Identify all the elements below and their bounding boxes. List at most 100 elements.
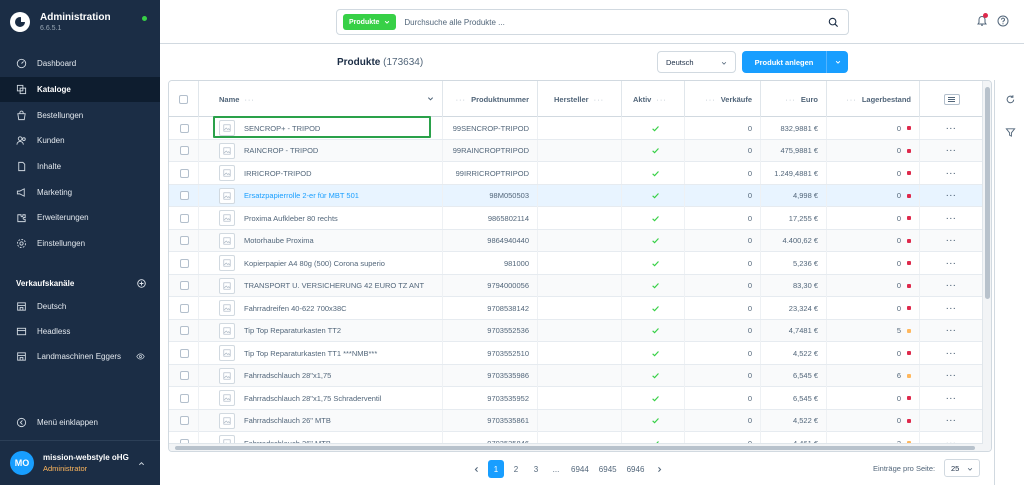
table-row[interactable]: Motorhaube Proxima 9864940440 0 4.400,62 € 0…	[169, 229, 983, 252]
table-row[interactable]: Tip Top Reparaturkasten TT2 9703552536 0 4,…	[169, 319, 983, 342]
row-checkbox[interactable]	[180, 303, 189, 313]
row-context-menu-icon[interactable]: ···	[946, 416, 957, 425]
product-name-link[interactable]: Fahrradschlauch 26" MTB	[244, 416, 331, 425]
page-button[interactable]: 3	[533, 464, 539, 474]
row-checkbox[interactable]	[180, 213, 189, 223]
column-menu-icon[interactable]: ···	[656, 94, 667, 104]
row-checkbox[interactable]	[180, 393, 189, 403]
eye-icon[interactable]	[136, 352, 145, 361]
row-context-menu-icon[interactable]: ···	[946, 191, 957, 200]
column-header-manufacturer[interactable]: Hersteller ···	[538, 81, 622, 117]
sidebar-item-kunden[interactable]: Kunden	[0, 128, 160, 154]
table-row[interactable]: IRRICROP-TRIPOD 99IRRICROPTRIPOD 0 1.249,48…	[169, 162, 983, 185]
page-button[interactable]: 6946	[626, 464, 645, 474]
table-row[interactable]: RAINCROP - TRIPOD 99RAINCROPTRIPOD 0 475,98…	[169, 139, 983, 162]
column-menu-icon[interactable]: ···	[705, 94, 716, 104]
row-checkbox[interactable]	[180, 258, 189, 268]
product-name-link[interactable]: Ersatzpapierrolle 2-er für MBT 501	[244, 191, 359, 200]
product-name-link[interactable]: Proxima Aufkleber 80 rechts	[244, 213, 338, 223]
row-checkbox[interactable]	[180, 416, 189, 425]
row-checkbox[interactable]	[180, 326, 189, 335]
product-name-link[interactable]: RAINCROP - TRIPOD	[244, 146, 319, 155]
table-row[interactable]: Proxima Aufkleber 80 rechts 9865802114 0 17…	[169, 207, 983, 230]
row-context-menu-icon[interactable]: ···	[946, 303, 957, 313]
collapse-menu-button[interactable]: Menü einklappen	[16, 417, 98, 428]
table-row[interactable]: Fahrradschlauch 26" MTB 9703535861 0 4,522 …	[169, 409, 983, 432]
column-header-product-number[interactable]: ··· Produktnummer	[443, 81, 538, 117]
search-input[interactable]	[404, 17, 785, 27]
row-context-menu-icon[interactable]: ···	[946, 236, 957, 245]
column-menu-icon[interactable]: ···	[846, 94, 857, 104]
table-row[interactable]: Tip Top Reparaturkasten TT1 ***NMB*** 970…	[169, 342, 983, 365]
search-type-select[interactable]: Produkte	[343, 14, 397, 30]
sales-channel-item[interactable]: Headless	[0, 319, 160, 344]
sort-desc-icon[interactable]	[427, 95, 434, 102]
table-row[interactable]: Fahrradschlauch 28"x1,75 Schraderventil 9…	[169, 387, 983, 410]
search-icon[interactable]	[828, 17, 839, 28]
product-name-link[interactable]: Kopierpapier A4 80g (500) Corona superio	[244, 258, 385, 268]
table-row[interactable]: TRANSPORT U. VERSICHERUNG 42 EURO TZ ANT…	[169, 274, 983, 297]
row-context-menu-icon[interactable]: ···	[946, 146, 957, 155]
product-name-link[interactable]: Tip Top Reparaturkasten TT2	[244, 326, 341, 335]
page-button[interactable]: 6945	[598, 464, 617, 474]
language-switch[interactable]: Deutsch	[657, 51, 736, 73]
row-context-menu-icon[interactable]: ···	[946, 258, 957, 268]
create-product-split-button[interactable]	[826, 51, 848, 73]
sidebar-item-inhalte[interactable]: Inhalte	[0, 154, 160, 180]
page-button[interactable]: 6944	[571, 464, 589, 474]
column-menu-icon[interactable]: ···	[455, 94, 467, 104]
refresh-icon[interactable]	[1005, 94, 1016, 105]
product-name-link[interactable]: TRANSPORT U. VERSICHERUNG 42 EURO TZ ANT	[244, 281, 425, 290]
sales-channel-item[interactable]: Landmaschinen Eggers	[0, 344, 160, 369]
next-page-button[interactable]	[651, 460, 667, 478]
horizontal-scrollbar[interactable]	[169, 443, 983, 451]
select-all-checkbox[interactable]	[179, 94, 188, 104]
product-name-link[interactable]: Motorhaube Proxima	[244, 236, 314, 245]
page-button[interactable]: 2	[513, 464, 519, 474]
user-menu[interactable]: MO mission-webstyle oHG Administrator	[0, 440, 160, 485]
column-header-stock[interactable]: ··· Lagerbestand	[827, 81, 920, 117]
product-name-link[interactable]: Tip Top Reparaturkasten TT1 ***NMB***	[244, 348, 378, 358]
help-icon[interactable]	[997, 15, 1009, 27]
filter-icon[interactable]	[1005, 127, 1016, 138]
product-name-link[interactable]: Fahrradschlauch 28"x1,75 Schraderventil	[244, 393, 382, 403]
sales-channel-item[interactable]: Deutsch	[0, 294, 160, 319]
column-menu-icon[interactable]: ···	[593, 94, 605, 104]
product-name-link[interactable]: IRRICROP-TRIPOD	[244, 168, 312, 178]
row-context-menu-icon[interactable]: ···	[946, 393, 957, 403]
product-name-link[interactable]: SENCROP+ - TRIPOD	[244, 123, 321, 133]
per-page-select[interactable]: 25	[944, 459, 980, 477]
row-context-menu-icon[interactable]: ···	[946, 348, 957, 358]
page-button[interactable]: 1	[488, 460, 504, 478]
column-menu-icon[interactable]: ···	[785, 94, 796, 104]
add-sales-channel-icon[interactable]	[137, 279, 146, 288]
sidebar-item-marketing[interactable]: Marketing	[0, 179, 160, 205]
row-checkbox[interactable]	[180, 371, 189, 380]
sidebar-item-bestellungen[interactable]: Bestellungen	[0, 102, 160, 128]
table-row[interactable]: Ersatzpapierrolle 2-er für MBT 501 98M050…	[169, 184, 983, 207]
sidebar-item-erweiterungen[interactable]: Erweiterungen	[0, 205, 160, 231]
row-context-menu-icon[interactable]: ···	[946, 326, 957, 335]
row-checkbox[interactable]	[180, 123, 189, 133]
column-header-sales[interactable]: ··· Verkäufe	[685, 81, 761, 117]
table-row[interactable]: Fahrradschlauch 28"x1,75 9703535986 0 6,545…	[169, 364, 983, 387]
table-row[interactable]: Fahrradreifen 40-622 700x38C 9708538142 0 2…	[169, 297, 983, 320]
column-header-active[interactable]: Aktiv ···	[622, 81, 685, 117]
row-checkbox[interactable]	[180, 146, 189, 155]
column-header-name[interactable]: Name ···	[199, 81, 443, 117]
row-context-menu-icon[interactable]: ···	[946, 281, 957, 290]
create-product-button[interactable]: Produkt anlegen	[742, 51, 848, 73]
product-name-link[interactable]: Fahrradschlauch 28"x1,75	[244, 371, 332, 380]
table-row[interactable]: Kopierpapier A4 80g (500) Corona superio…	[169, 252, 983, 275]
row-checkbox[interactable]	[180, 168, 189, 178]
sidebar-item-dashboard[interactable]: Dashboard	[0, 51, 160, 77]
sidebar-item-einstellungen[interactable]: Einstellungen	[0, 231, 160, 257]
sidebar-item-kataloge[interactable]: Kataloge	[0, 76, 160, 103]
row-checkbox[interactable]	[180, 236, 189, 245]
row-checkbox[interactable]	[180, 191, 189, 200]
row-context-menu-icon[interactable]: ···	[946, 123, 957, 133]
row-context-menu-icon[interactable]: ···	[946, 371, 957, 380]
brand[interactable]: Administration 6.6.5.1	[10, 12, 111, 32]
table-row[interactable]: SENCROP+ - TRIPOD 99SENCROP-TRIPOD 0 832,98…	[169, 117, 983, 140]
column-settings-icon[interactable]	[943, 93, 960, 105]
